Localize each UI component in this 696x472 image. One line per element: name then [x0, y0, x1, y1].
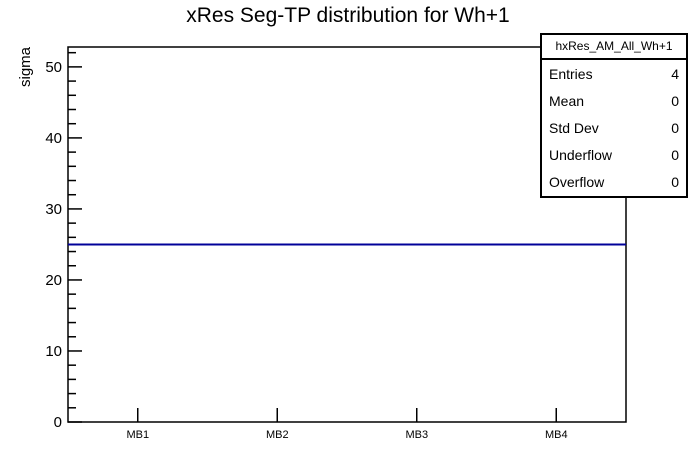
stats-label: Mean [549, 92, 585, 109]
stats-label: Overflow [549, 174, 605, 191]
x-tick-label: MB1 [126, 429, 149, 441]
y-tick-label: 20 [45, 272, 62, 289]
y-tick-label: 30 [45, 201, 62, 218]
stats-row-underflow: Underflow 0 [542, 142, 686, 169]
y-tick-label: 0 [54, 414, 62, 431]
stats-row-mean: Mean 0 [542, 87, 686, 114]
stats-value: 0 [671, 174, 679, 191]
stats-label: Entries [549, 65, 593, 82]
stats-value: 4 [671, 65, 679, 82]
chart-title: xRes Seg-TP distribution for Wh+1 [186, 4, 510, 27]
x-tick-label: MB4 [545, 429, 568, 441]
stats-label: Underflow [549, 147, 613, 164]
y-axis-title: sigma [17, 46, 34, 87]
y-tick-label: 40 [45, 130, 62, 147]
stats-box: hxRes_AM_All_Wh+1 Entries 4 Mean 0 Std D… [540, 33, 688, 198]
stats-box-title: hxRes_AM_All_Wh+1 [542, 35, 686, 60]
stats-row-entries: Entries 4 [542, 60, 686, 87]
y-tick-label: 50 [45, 59, 62, 76]
x-tick-label: MB3 [405, 429, 428, 441]
stats-value: 0 [671, 120, 679, 136]
stats-label: Std Dev [549, 120, 599, 136]
plot-frame [67, 46, 627, 423]
y-tick-label: 10 [45, 343, 62, 360]
stats-row-stddev: Std Dev 0 [542, 114, 686, 141]
stats-rows: Entries 4 Mean 0 Std Dev 0 Underflow 0 O… [542, 60, 686, 196]
stats-value: 0 [671, 147, 679, 164]
stats-value: 0 [671, 92, 679, 109]
x-tick-label: MB2 [266, 429, 289, 441]
stats-row-overflow: Overflow 0 [542, 169, 686, 196]
